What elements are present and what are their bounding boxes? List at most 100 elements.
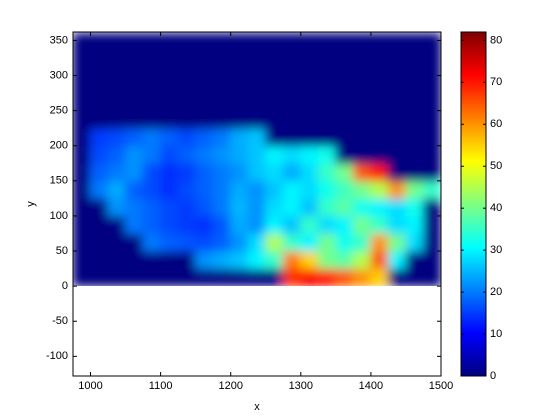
heat-cell xyxy=(125,250,144,270)
heat-cell xyxy=(352,197,372,217)
heat-cell xyxy=(212,180,232,199)
heat-cell xyxy=(230,232,249,252)
plot-frame xyxy=(72,31,442,377)
heat-cell xyxy=(247,32,267,129)
heat-cell xyxy=(300,162,319,182)
heat-cell xyxy=(177,162,197,182)
heatmap xyxy=(73,32,441,286)
heat-cell xyxy=(300,32,319,129)
heat-cell xyxy=(387,215,407,234)
heat-cell xyxy=(422,250,441,270)
colorbar-tick-label: 40 xyxy=(490,202,502,214)
heat-cell xyxy=(160,215,179,234)
heat-cell xyxy=(107,232,127,252)
heat-cell xyxy=(422,197,441,217)
heat-cell xyxy=(405,268,424,286)
heat-cell xyxy=(405,215,424,234)
heat-cell xyxy=(125,145,144,164)
heat-cell xyxy=(405,162,424,182)
heat-cell xyxy=(195,197,214,217)
heat-cell xyxy=(160,127,179,147)
x-tick-label: 1000 xyxy=(78,380,102,392)
heat-cell xyxy=(265,197,284,217)
heat-cell xyxy=(142,197,162,217)
heat-cell xyxy=(265,250,284,270)
heat-cell xyxy=(107,145,127,164)
heat-cell xyxy=(73,215,92,234)
heat-cell xyxy=(230,145,249,164)
y-axis-label: y xyxy=(25,201,37,207)
heat-cell xyxy=(265,162,284,182)
heat-cell xyxy=(282,180,302,199)
heat-cell xyxy=(335,268,354,286)
heat-cell xyxy=(247,127,267,147)
heat-cell xyxy=(73,232,92,252)
heat-cell xyxy=(142,32,162,129)
heat-cell xyxy=(335,127,354,147)
heat-cell xyxy=(317,215,337,234)
heat-cell xyxy=(387,180,407,199)
colorbar-tick-label: 30 xyxy=(490,244,502,256)
heat-cell xyxy=(160,197,179,217)
heat-cell xyxy=(107,197,127,217)
heat-cell xyxy=(352,232,372,252)
heat-cell xyxy=(195,162,214,182)
heat-cell xyxy=(335,180,354,199)
heat-cell xyxy=(247,215,267,234)
heat-cell xyxy=(230,180,249,199)
heat-cell xyxy=(230,162,249,182)
heat-cell xyxy=(352,162,372,182)
heat-cell xyxy=(160,250,179,270)
y-tick-label: 250 xyxy=(50,105,68,117)
heat-cell xyxy=(212,215,232,234)
heat-cell xyxy=(73,268,92,286)
heat-cell xyxy=(73,250,92,270)
heat-cell xyxy=(195,250,214,270)
heat-cell xyxy=(282,162,302,182)
heat-cell xyxy=(300,250,319,270)
heat-cell xyxy=(352,180,372,199)
heat-cell xyxy=(335,232,354,252)
heat-cell xyxy=(405,32,424,129)
heat-cell xyxy=(247,145,267,164)
colorbar-tick-label: 10 xyxy=(490,328,502,340)
heat-cell xyxy=(387,127,407,147)
heat-cell xyxy=(387,32,407,129)
heat-cell xyxy=(317,145,337,164)
heat-cell xyxy=(73,145,92,164)
heat-cell xyxy=(160,180,179,199)
heat-cell xyxy=(387,145,407,164)
heat-cell xyxy=(142,127,162,147)
heat-cell xyxy=(422,127,441,147)
heat-cell xyxy=(282,215,302,234)
heat-cell xyxy=(422,162,441,182)
heat-cell xyxy=(125,32,144,129)
heat-cell xyxy=(73,162,92,182)
x-tick-label: 1500 xyxy=(429,380,453,392)
colorbar-tick-label: 80 xyxy=(490,34,502,46)
colorbar-tick-label: 60 xyxy=(490,118,502,130)
heat-cell xyxy=(142,180,162,199)
heat-cell xyxy=(387,197,407,217)
heat-cell xyxy=(265,180,284,199)
heat-cell xyxy=(160,32,179,129)
y-tick-label: 100 xyxy=(50,210,68,222)
x-tick-label: 1300 xyxy=(289,380,313,392)
heat-cell xyxy=(300,232,319,252)
heat-cell xyxy=(107,215,127,234)
heat-cell xyxy=(335,250,354,270)
heat-cell xyxy=(422,215,441,234)
heat-cell xyxy=(212,268,232,286)
heat-cell xyxy=(125,197,144,217)
heat-cell xyxy=(73,180,92,199)
heat-cell xyxy=(352,268,372,286)
x-tick-label: 1400 xyxy=(359,380,383,392)
heat-cell xyxy=(352,215,372,234)
colorbar xyxy=(460,31,487,377)
heat-cell xyxy=(90,180,109,199)
y-tick-label: 200 xyxy=(50,140,68,152)
heat-cell xyxy=(282,232,302,252)
heat-cell xyxy=(177,268,197,286)
heat-cell xyxy=(335,215,354,234)
